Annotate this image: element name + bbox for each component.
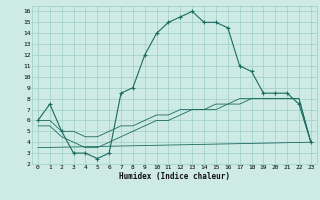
X-axis label: Humidex (Indice chaleur): Humidex (Indice chaleur) bbox=[119, 172, 230, 181]
